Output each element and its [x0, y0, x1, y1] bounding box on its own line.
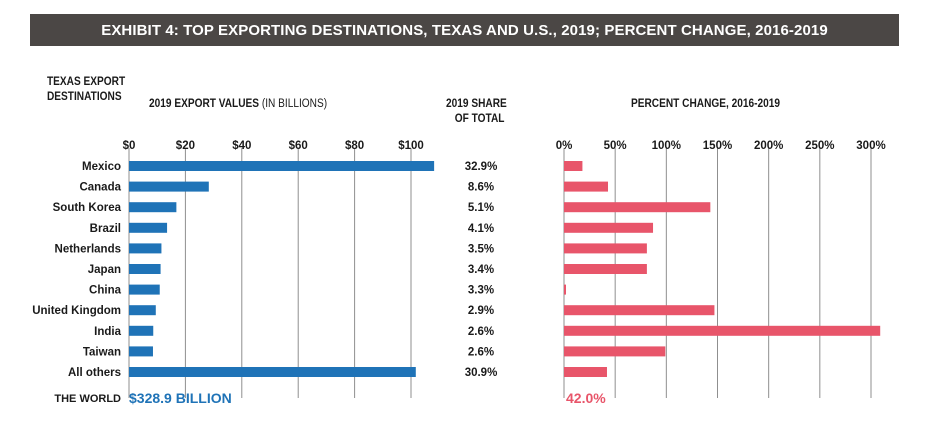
share-value: 5.1%	[468, 202, 494, 214]
export-tick-label: $60	[289, 140, 308, 152]
category-label: All others	[68, 367, 121, 379]
category-label: Japan	[88, 264, 121, 276]
export-bar	[129, 243, 162, 254]
share-value: 2.6%	[468, 326, 494, 338]
export-tick-label: $40	[232, 140, 251, 152]
percent-bar	[564, 346, 666, 357]
category-label: Taiwan	[83, 346, 121, 358]
category-label: Canada	[79, 182, 121, 194]
percent-bar	[564, 305, 715, 316]
percent-bar	[564, 367, 607, 377]
export-bar	[129, 181, 209, 192]
share-value: 3.5%	[468, 243, 494, 255]
percent-bar	[564, 161, 583, 171]
export-bar	[129, 305, 156, 316]
percent-bar	[564, 264, 647, 274]
share-value: 8.6%	[468, 182, 494, 194]
share-header-line2: OF TOTAL	[454, 113, 505, 125]
share-value: 3.4%	[468, 264, 494, 276]
percent-tick-label: 50%	[604, 140, 627, 152]
export-bar	[129, 367, 416, 377]
percent-tick-label: 150%	[703, 140, 732, 152]
export-bar	[129, 264, 161, 274]
share-value: 2.6%	[468, 346, 494, 358]
export-bar	[129, 161, 435, 171]
category-label: Netherlands	[55, 243, 121, 255]
export-tick-label: $80	[345, 140, 364, 152]
world-percent-change: 42.0%	[566, 390, 606, 406]
percent-bar	[564, 325, 881, 336]
export-tick-label: $100	[398, 140, 424, 152]
export-values-header-bold: 2019 EXPORT VALUES	[149, 98, 260, 110]
share-value: 2.9%	[468, 305, 494, 317]
share-header-line1: 2019 SHARE	[446, 98, 507, 110]
percent-tick-label: 200%	[754, 140, 783, 152]
export-tick-label: $0	[123, 140, 136, 152]
exhibit-title-banner: EXHIBIT 4: TOP EXPORTING DESTINATIONS, T…	[30, 14, 899, 46]
percent-tick-label: 250%	[805, 140, 834, 152]
category-label: United Kingdom	[32, 305, 121, 317]
percent-tick-label: 0%	[556, 140, 573, 152]
share-value: 30.9%	[465, 367, 498, 379]
destinations-header-line2: DESTINATIONS	[47, 91, 122, 103]
percent-change-header-text: PERCENT CHANGE, 2016-2019	[631, 98, 781, 110]
world-total-label: THE WORLD	[54, 393, 121, 405]
share-value: 3.3%	[468, 285, 494, 297]
export-tick-label: $20	[176, 140, 195, 152]
export-bar	[129, 284, 160, 295]
share-header: 2019 SHARE OF TOTAL	[446, 97, 507, 127]
percent-tick-label: 100%	[652, 140, 681, 152]
category-label: South Korea	[53, 202, 122, 214]
category-label: China	[89, 285, 122, 297]
percent-tick-label: 300%	[856, 140, 885, 152]
percent-bar	[564, 181, 609, 192]
percent-bar	[564, 202, 711, 213]
destinations-header: TEXAS EXPORT DESTINATIONS	[47, 75, 125, 105]
export-values-header: 2019 EXPORT VALUES (IN BILLIONS)	[149, 97, 327, 112]
destinations-header-line1: TEXAS EXPORT	[47, 76, 126, 88]
export-bar	[129, 346, 153, 357]
percent-bar	[564, 284, 566, 295]
percent-bar	[564, 243, 647, 254]
percent-change-header: PERCENT CHANGE, 2016-2019	[631, 97, 780, 112]
world-total-value: $328.9 BILLION	[129, 390, 232, 406]
category-label: India	[94, 326, 121, 338]
category-label: Mexico	[82, 161, 121, 173]
exhibit-title: EXHIBIT 4: TOP EXPORTING DESTINATIONS, T…	[101, 21, 828, 39]
export-values-header-light: (IN BILLIONS)	[261, 98, 328, 110]
export-bar	[129, 202, 177, 213]
category-label: Brazil	[90, 223, 121, 235]
share-value: 32.9%	[465, 161, 498, 173]
percent-bar	[564, 222, 654, 233]
export-bar	[129, 325, 154, 336]
share-value: 4.1%	[468, 223, 494, 235]
export-bar	[129, 222, 168, 233]
